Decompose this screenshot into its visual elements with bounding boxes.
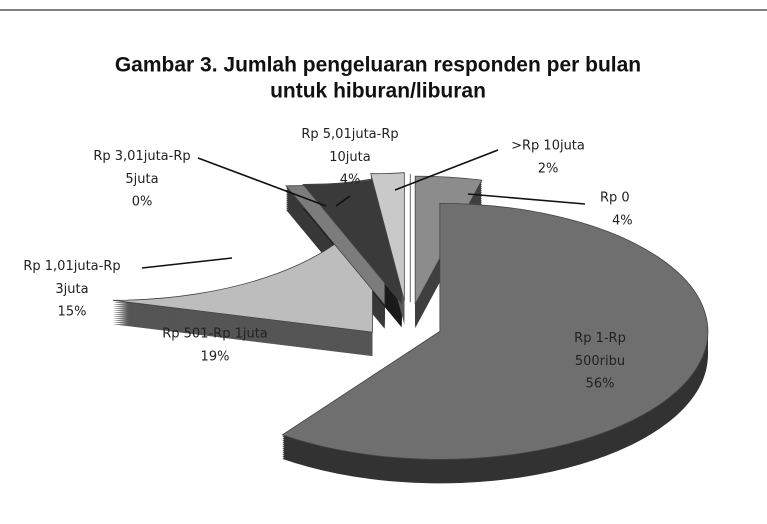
- slice-label: Rp 5,01juta-Rp 10juta: [301, 127, 398, 165]
- value-label: 2%: [538, 162, 559, 177]
- value-label: 0%: [132, 195, 153, 210]
- leader-line: [141, 257, 233, 269]
- slice-label: Rp 1-Rp 500ribu: [574, 331, 626, 369]
- leader-line: [394, 149, 499, 191]
- slice-label: Rp 501-Rp 1juta: [162, 327, 268, 342]
- value-label: 4%: [340, 173, 361, 188]
- slice-label: Rp 3,01juta-Rp 5juta: [93, 149, 190, 187]
- value-label: 56%: [586, 377, 615, 392]
- chart-title: untuk hiburan/liburan: [270, 80, 486, 103]
- leader-line: [467, 193, 586, 205]
- chart-title: Gambar 3. Jumlah pengeluaran responden p…: [115, 54, 641, 77]
- value-label: 19%: [201, 350, 230, 365]
- slice: [370, 172, 405, 301]
- leader-line: [335, 195, 351, 207]
- value-label: 4%: [612, 214, 633, 229]
- slice-label: >Rp 10juta: [511, 139, 585, 154]
- leader-line: [197, 157, 327, 207]
- slice-label: Rp 0: [600, 191, 630, 206]
- value-label: 15%: [58, 305, 87, 320]
- slice: [281, 202, 709, 460]
- slice-label: Rp 1,01juta-Rp 3juta: [23, 259, 120, 297]
